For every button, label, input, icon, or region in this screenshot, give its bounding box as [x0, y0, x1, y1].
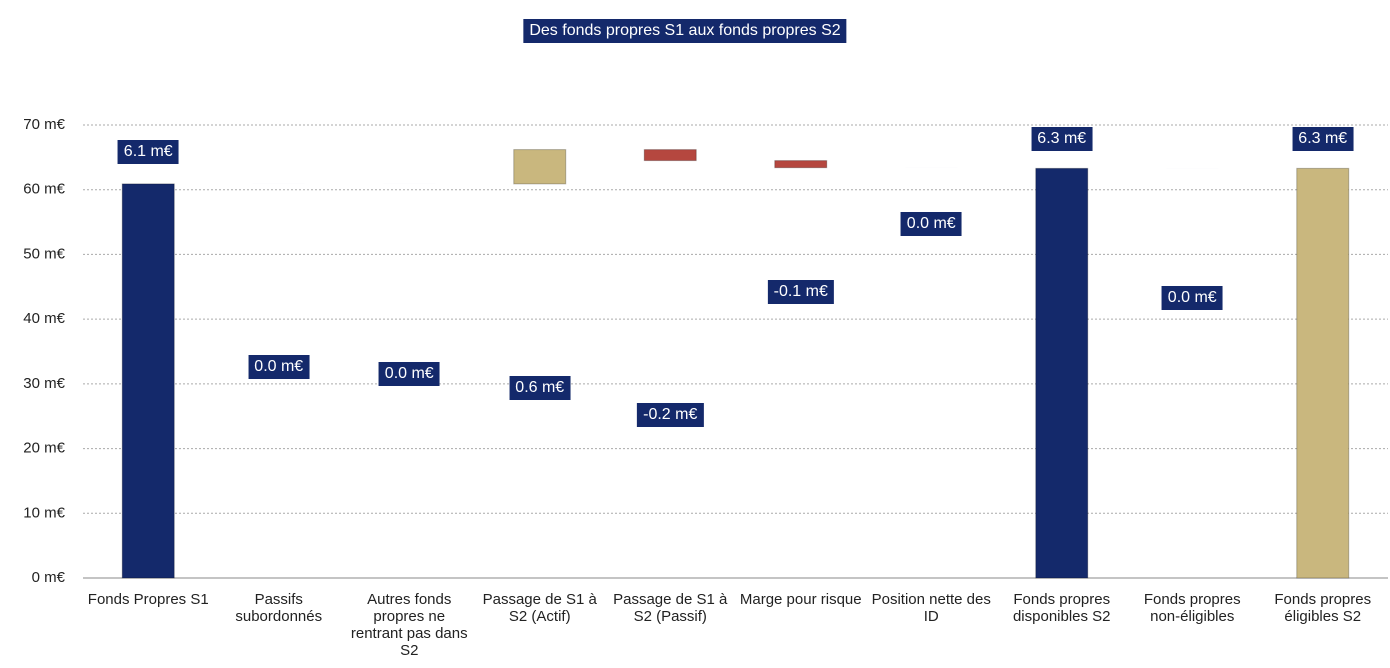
- x-tick-label: Marge pour risque: [739, 591, 862, 608]
- data-label: 6.3 m€: [1031, 127, 1093, 151]
- data-label: 0.0 m€: [1161, 286, 1223, 310]
- x-tick-label: Passifs subordonnés: [235, 591, 323, 625]
- x-tick-label: Passage de S1 à S2 (Passif): [613, 591, 728, 625]
- y-tick-label: 70 m€: [23, 116, 65, 133]
- bar: [1296, 167, 1350, 579]
- data-label: -0.1 m€: [767, 280, 834, 304]
- data-label: 6.1 m€: [117, 140, 179, 164]
- data-label: 0.6 m€: [509, 376, 571, 400]
- bar: [1035, 167, 1089, 579]
- x-tick-label: Position nette des ID: [871, 591, 991, 625]
- x-tick-label: Fonds propres non-éligibles: [1143, 591, 1241, 625]
- x-tick-label: Fonds propres éligibles S2: [1274, 591, 1372, 625]
- chart-title: Des fonds propres S1 aux fonds propres S…: [523, 19, 847, 43]
- x-tick-label: Fonds propres disponibles S2: [1012, 591, 1111, 625]
- x-tick-label: Passage de S1 à S2 (Actif): [482, 591, 597, 625]
- data-label: 0.0 m€: [900, 212, 962, 236]
- y-tick-label: 60 m€: [23, 181, 65, 198]
- x-tick-label: Autres fonds propres ne rentrant pas dan…: [350, 591, 468, 659]
- data-label: 6.3 m€: [1292, 127, 1354, 151]
- x-tick-label: Fonds Propres S1: [87, 591, 209, 608]
- y-tick-label: 30 m€: [23, 375, 65, 392]
- y-tick-label: 0 m€: [32, 569, 66, 586]
- bar: [121, 183, 175, 579]
- y-tick-label: 50 m€: [23, 245, 65, 262]
- y-tick-label: 40 m€: [23, 310, 65, 327]
- y-tick-label: 10 m€: [23, 504, 65, 521]
- data-label: -0.2 m€: [637, 403, 704, 427]
- data-label: 0.0 m€: [248, 355, 310, 379]
- bar: [643, 149, 697, 162]
- bar: [513, 149, 567, 185]
- bar: [774, 160, 828, 169]
- data-label: 0.0 m€: [378, 362, 440, 386]
- y-tick-label: 20 m€: [23, 440, 65, 457]
